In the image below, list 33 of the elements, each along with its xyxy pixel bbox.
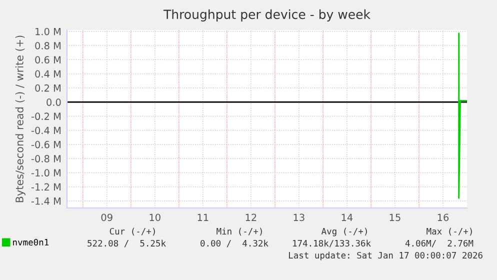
text: 4.06M/ 2.76M — [405, 240, 474, 248]
y-axis-title: Bytes/second read (-) / write (+) — [15, 36, 26, 202]
x-tick-label: 15 — [390, 214, 400, 222]
x-tick-label: 09 — [101, 214, 112, 222]
y-tick-label: -0.8 M — [31, 155, 60, 162]
chart-title: Throughput per device - by week — [163, 9, 370, 22]
y-tick-label: 1.0 M — [36, 28, 60, 36]
x-tick-label: 14 — [342, 214, 353, 221]
y-tick-label: 0.2 M — [35, 84, 60, 92]
y-tick-label: 0.8 M — [35, 42, 60, 50]
x-tick-label: 11 — [198, 214, 208, 221]
y-tick-label: -0.4 M — [31, 126, 60, 134]
y-tick-label: -0.2 M — [31, 112, 60, 120]
text: Max (-/+) — [426, 228, 472, 236]
text: 0.00 / 4.32k — [200, 240, 268, 248]
text: 522.08 / 5.25k — [88, 240, 166, 248]
text: 174.18k/133.36k — [293, 240, 371, 248]
x-tick-label: 10 — [150, 214, 160, 222]
y-tick-label: -1.2 M — [31, 183, 60, 191]
y-tick-label: 0.0 — [46, 98, 61, 106]
y-tick-label: -1.4 M — [31, 198, 60, 205]
text: Avg (-/+) — [321, 228, 367, 236]
y-tick-label: -1.0 M — [31, 169, 60, 177]
text: Cur (-/+) — [110, 228, 155, 236]
legend-label: nvme0n1 — [13, 238, 49, 246]
x-tick-label: 13 — [294, 214, 304, 222]
text: Min (-/+) — [216, 228, 262, 236]
text: Last update: Sat Jan 17 00:00:07 2026 — [289, 252, 482, 260]
x-tick-label: 16 — [438, 214, 449, 222]
x-tick-label: 12 — [246, 214, 256, 221]
y-tick-label: 0.6 M — [35, 56, 60, 64]
y-tick-label: -0.6 M — [31, 140, 60, 148]
y-tick-label: 0.4 M — [35, 70, 60, 78]
